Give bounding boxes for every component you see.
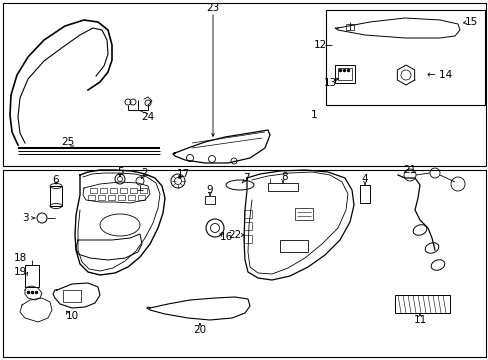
- Bar: [90, 188, 97, 193]
- Text: 13: 13: [323, 78, 336, 88]
- Text: 4: 4: [361, 174, 367, 184]
- Bar: [244, 210, 251, 218]
- Text: 18: 18: [13, 253, 26, 263]
- Bar: [244, 222, 251, 230]
- Text: 25: 25: [61, 137, 75, 147]
- Text: 8: 8: [281, 172, 288, 182]
- Bar: [100, 188, 107, 193]
- Text: 9: 9: [206, 185, 213, 195]
- Bar: [140, 188, 147, 193]
- Bar: [3, 170, 485, 357]
- Bar: [25, 265, 39, 287]
- Text: 23: 23: [206, 3, 219, 13]
- Bar: [120, 188, 127, 193]
- Bar: [50, 186, 62, 206]
- Bar: [325, 10, 484, 105]
- Bar: [204, 196, 215, 204]
- Bar: [346, 24, 353, 30]
- Text: 3: 3: [21, 213, 28, 223]
- Bar: [394, 295, 449, 313]
- Text: 11: 11: [412, 315, 426, 325]
- Bar: [63, 290, 81, 302]
- Text: 6: 6: [53, 175, 59, 185]
- Bar: [128, 195, 135, 200]
- Text: 19: 19: [13, 267, 26, 277]
- Bar: [359, 185, 369, 203]
- Bar: [244, 235, 251, 243]
- Bar: [334, 65, 354, 83]
- Bar: [3, 3, 485, 166]
- Bar: [98, 195, 105, 200]
- Bar: [130, 188, 137, 193]
- Bar: [108, 195, 115, 200]
- Text: 15: 15: [464, 17, 477, 27]
- Text: 2: 2: [142, 168, 148, 178]
- Bar: [138, 195, 145, 200]
- Bar: [337, 68, 351, 80]
- Text: 16: 16: [219, 232, 232, 242]
- Bar: [118, 195, 125, 200]
- Text: 24: 24: [141, 112, 154, 122]
- Bar: [88, 195, 95, 200]
- Bar: [280, 240, 307, 252]
- Text: 7: 7: [242, 173, 249, 183]
- Bar: [110, 188, 117, 193]
- Text: 5: 5: [117, 167, 123, 177]
- Text: 12: 12: [313, 40, 326, 50]
- Text: 1: 1: [310, 110, 317, 120]
- Text: ← 14: ← 14: [427, 70, 452, 80]
- Text: 20: 20: [193, 325, 206, 335]
- Text: 10: 10: [65, 311, 79, 321]
- Bar: [294, 208, 312, 220]
- Text: 22: 22: [228, 230, 241, 240]
- Text: 17: 17: [176, 169, 189, 179]
- Bar: [267, 183, 297, 191]
- Text: 21: 21: [403, 165, 416, 175]
